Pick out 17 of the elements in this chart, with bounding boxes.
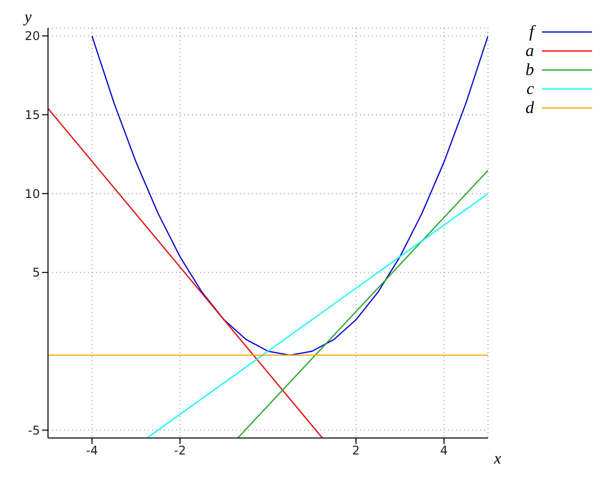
x-tick-label: 4 xyxy=(440,444,448,458)
line-series xyxy=(91,35,488,356)
x-tick-label: -4 xyxy=(86,444,98,458)
x-tick-label: 2 xyxy=(352,444,360,458)
y-tick-label: 5 xyxy=(32,266,40,280)
x-tick-label: -2 xyxy=(174,444,186,458)
y-tick-label: 20 xyxy=(24,29,40,44)
y-tick-label: 15 xyxy=(24,108,40,122)
y-tick-label: -5 xyxy=(28,423,40,438)
y-axis-title: y xyxy=(22,9,32,26)
y-tick-label: 10 xyxy=(24,186,40,201)
legend-label: c xyxy=(525,78,534,98)
legend-label: a xyxy=(524,40,534,60)
legend-label: b xyxy=(524,60,534,80)
x-axis-title: x xyxy=(493,450,502,468)
legend-label: f xyxy=(528,22,534,42)
legend-label: d xyxy=(524,98,534,118)
